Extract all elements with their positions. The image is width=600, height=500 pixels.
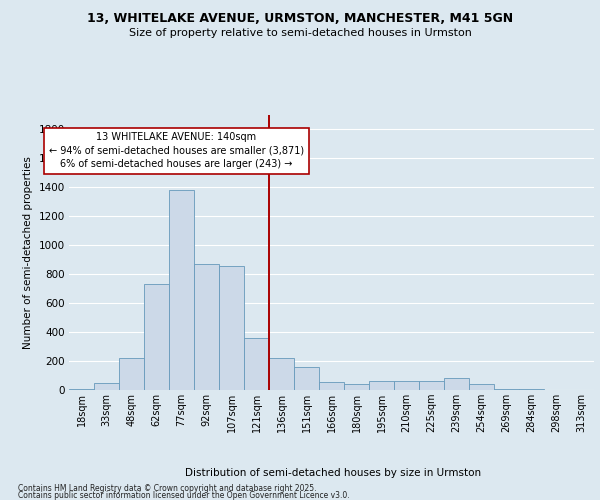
Text: Size of property relative to semi-detached houses in Urmston: Size of property relative to semi-detach… [128, 28, 472, 38]
Bar [369, 382, 394, 390]
Bar [144, 284, 169, 390]
Y-axis label: Number of semi-detached properties: Number of semi-detached properties [23, 156, 33, 349]
Text: Contains public sector information licensed under the Open Government Licence v3: Contains public sector information licen… [18, 491, 350, 500]
Bar [394, 382, 419, 390]
Bar [319, 382, 344, 390]
Bar [494, 388, 519, 390]
Bar [469, 384, 494, 390]
Text: Contains HM Land Registry data © Crown copyright and database right 2025.: Contains HM Land Registry data © Crown c… [18, 484, 317, 493]
Bar [344, 384, 369, 390]
Bar [69, 388, 94, 390]
Bar [444, 378, 469, 390]
Bar [294, 367, 319, 390]
Bar [419, 382, 444, 390]
Bar [119, 358, 144, 390]
Bar [219, 266, 244, 390]
Bar [94, 383, 119, 390]
Bar [269, 358, 294, 390]
Text: 13 WHITELAKE AVENUE: 140sqm
← 94% of semi-detached houses are smaller (3,871)
6%: 13 WHITELAKE AVENUE: 140sqm ← 94% of sem… [49, 132, 304, 169]
Bar [169, 190, 194, 390]
Bar [244, 338, 269, 390]
Text: Distribution of semi-detached houses by size in Urmston: Distribution of semi-detached houses by … [185, 468, 481, 477]
Bar [194, 264, 219, 390]
Text: 13, WHITELAKE AVENUE, URMSTON, MANCHESTER, M41 5GN: 13, WHITELAKE AVENUE, URMSTON, MANCHESTE… [87, 12, 513, 26]
